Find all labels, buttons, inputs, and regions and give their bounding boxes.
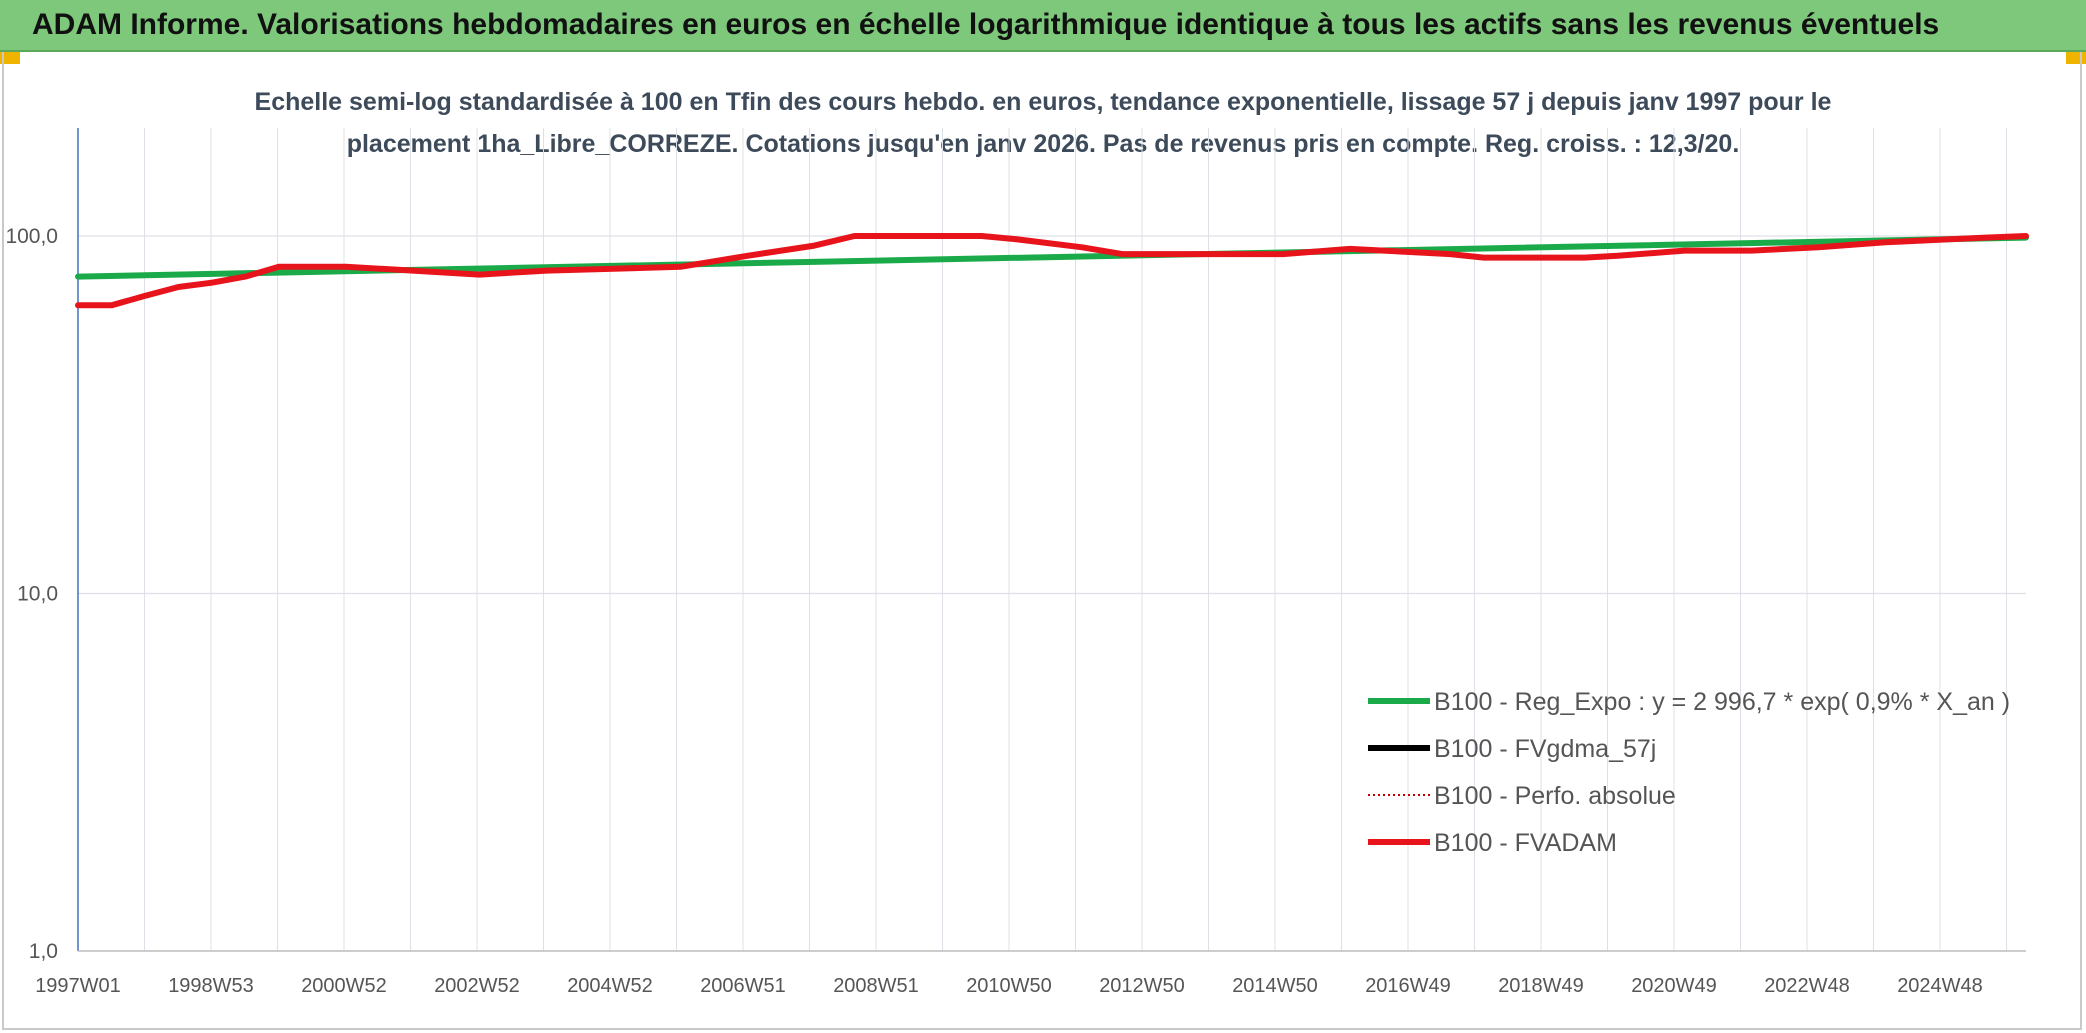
y-tick-label: 10,0 xyxy=(17,583,58,606)
x-tick-label: 2000W52 xyxy=(301,975,387,997)
x-tick-label: 2012W50 xyxy=(1099,975,1185,997)
x-tick-label: 2004W52 xyxy=(567,975,653,997)
x-tick-label: 2016W49 xyxy=(1365,975,1451,997)
x-tick-label: 2022W48 xyxy=(1764,975,1850,997)
legend: B100 - Reg_Expo : y = 2 996,7 * exp( 0,9… xyxy=(1368,688,2010,857)
y-tick-label: 100,0 xyxy=(5,225,58,248)
x-tick-label: 2002W52 xyxy=(434,975,520,997)
x-tick-label: 1998W53 xyxy=(168,975,254,997)
series-lines xyxy=(75,233,2029,309)
axes: 1,0 10,0 100,0 1997W01 1998W53 2000W52 2002W52… xyxy=(5,128,2026,997)
x-tick-label: 2024W48 xyxy=(1897,975,1983,997)
legend-label-1: B100 - FVgdma_57j xyxy=(1434,735,1656,763)
x-tick-label: 2006W51 xyxy=(700,975,786,997)
x-tick-label: 2014W50 xyxy=(1232,975,1318,997)
x-tick-label: 2020W49 xyxy=(1631,975,1717,997)
x-tick-label: 2018W49 xyxy=(1498,975,1584,997)
legend-label-3: B100 - FVADAM xyxy=(1434,829,1617,857)
legend-label-2: B100 - Perfo. absolue xyxy=(1434,782,1676,810)
chart-title-line2: placement 1ha_Libre_CORREZE. Cotations j… xyxy=(346,130,1740,158)
header-banner: ADAM Informe. Valorisations hebdomadaire… xyxy=(0,0,2086,52)
x-tick-label: 2008W51 xyxy=(833,975,919,997)
chart-frame xyxy=(2,52,2082,1030)
x-tick-label: 2010W50 xyxy=(966,975,1052,997)
x-tick-label: 1997W01 xyxy=(35,975,121,997)
legend-label-0: B100 - Reg_Expo : y = 2 996,7 * exp( 0,9… xyxy=(1434,688,2010,716)
series-line-3 xyxy=(75,233,2029,309)
corner-marker-left xyxy=(0,52,20,64)
y-tick-label: 1,0 xyxy=(29,940,58,963)
chart-title-line1: Echelle semi-log standardisée à 100 en T… xyxy=(254,88,1832,116)
page-title: ADAM Informe. Valorisations hebdomadaire… xyxy=(32,8,1940,41)
